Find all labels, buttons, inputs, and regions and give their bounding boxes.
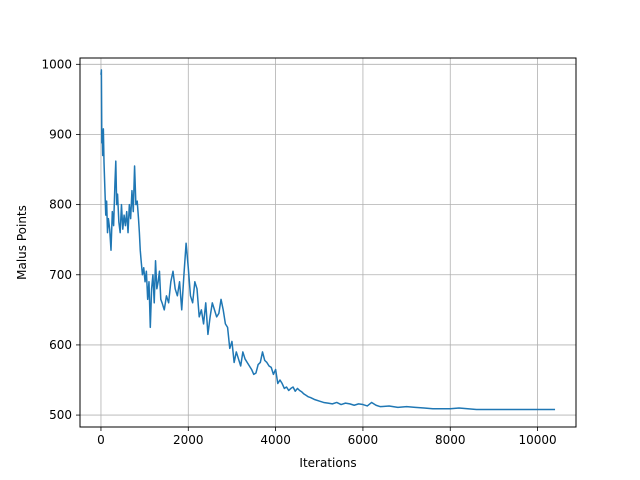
axes-frame bbox=[79, 57, 577, 428]
x-tick-label: 8000 bbox=[435, 433, 466, 447]
y-axis-label: Malus Points bbox=[15, 205, 29, 280]
x-tick-label: 10000 bbox=[518, 433, 556, 447]
y-tick-label: 700 bbox=[49, 268, 72, 282]
series-layer bbox=[100, 69, 556, 411]
series-line-0 bbox=[100, 69, 556, 411]
x-axis-label: Iterations bbox=[299, 456, 356, 470]
x-axis-ticks: 0 2000 4000 6000 8000 10000 bbox=[97, 427, 557, 447]
y-tick-label: 800 bbox=[49, 198, 72, 212]
y-tick-label: 600 bbox=[49, 338, 72, 352]
x-tick-label: 6000 bbox=[348, 433, 379, 447]
x-tick-label: 4000 bbox=[260, 433, 291, 447]
grid bbox=[80, 58, 576, 427]
x-tick-label: 0 bbox=[97, 433, 105, 447]
y-axis-ticks: 500 600 700 800 900 1000 bbox=[41, 57, 80, 422]
x-tick-label: 2000 bbox=[173, 433, 204, 447]
y-tick-label: 1000 bbox=[41, 57, 72, 71]
y-tick-label: 900 bbox=[49, 127, 72, 141]
y-tick-label: 500 bbox=[49, 408, 72, 422]
